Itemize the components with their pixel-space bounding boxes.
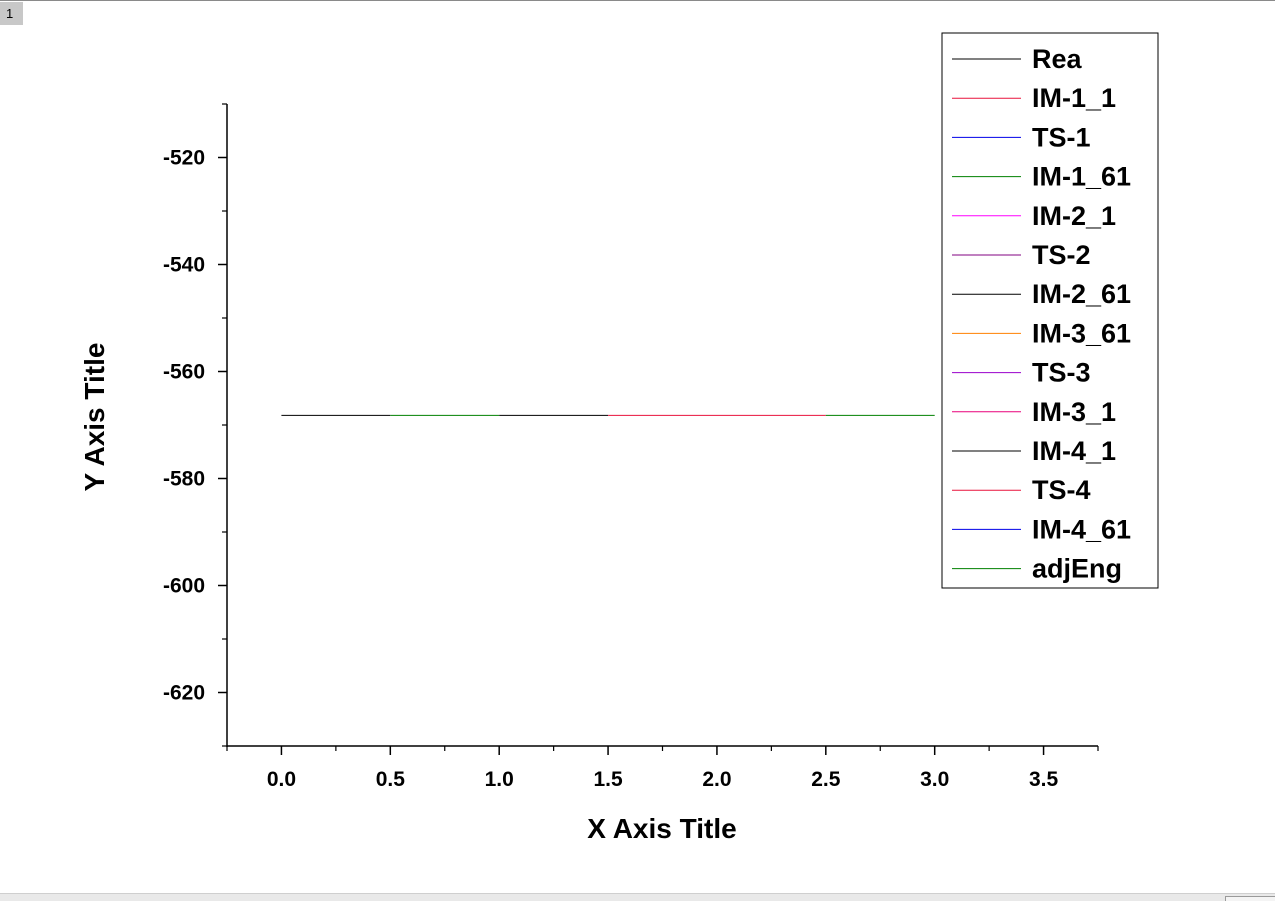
x-tick-label: 0.0 bbox=[267, 768, 296, 791]
top-border bbox=[0, 0, 1275, 1]
y-axis-title: Y Axis Title bbox=[79, 343, 110, 492]
legend-label: Rea bbox=[1032, 44, 1083, 74]
legend-label: IM-4_1 bbox=[1032, 436, 1116, 466]
legend-label: IM-1_61 bbox=[1032, 162, 1131, 192]
legend-label: TS-3 bbox=[1032, 358, 1091, 388]
status-bar bbox=[0, 893, 1275, 901]
legend-label: IM-2_61 bbox=[1032, 279, 1131, 309]
legend-label: IM-2_1 bbox=[1032, 201, 1116, 231]
tick-labels: -520 -540 -560 -580 -600 -620 0.0 0.5 1.0 1.5 2.0 2… bbox=[163, 147, 1059, 792]
x-tick-label: 3.5 bbox=[1029, 768, 1059, 791]
x-tick-label: 0.5 bbox=[376, 768, 406, 791]
page-tab[interactable]: 1 bbox=[0, 2, 23, 25]
legend-label: IM-1_1 bbox=[1032, 83, 1116, 113]
legend-label: IM-4_61 bbox=[1032, 514, 1131, 544]
x-tick-label: 3.0 bbox=[920, 768, 949, 791]
y-tick-label: -620 bbox=[163, 682, 205, 705]
legend-label: TS-4 bbox=[1032, 475, 1091, 505]
x-tick-label: 1.5 bbox=[593, 768, 623, 791]
y-tick-label: -600 bbox=[163, 575, 205, 598]
legend: Rea IM-1_1 TS-1 IM-1_61 IM-2_1 TS-2 IM-2_61 IM-… bbox=[941, 32, 1159, 589]
x-tick-label: 1.0 bbox=[485, 768, 514, 791]
x-axis-title: X Axis Title bbox=[587, 813, 736, 844]
axes bbox=[218, 103, 1099, 755]
legend-label: IM-3_1 bbox=[1032, 397, 1116, 427]
legend-box bbox=[941, 32, 1159, 589]
x-tick-label: 2.5 bbox=[811, 768, 841, 791]
legend-label: TS-1 bbox=[1032, 122, 1091, 152]
y-tick-label: -540 bbox=[163, 254, 205, 277]
y-tick-label: -560 bbox=[163, 361, 205, 384]
legend-label: IM-3_61 bbox=[1032, 318, 1131, 348]
legend-label: adjEng bbox=[1032, 554, 1122, 584]
legend-label: TS-2 bbox=[1032, 240, 1091, 270]
x-tick-label: 2.0 bbox=[702, 768, 731, 791]
y-tick-label: -580 bbox=[163, 468, 205, 491]
resize-corner[interactable] bbox=[1225, 896, 1275, 901]
y-tick-label: -520 bbox=[163, 147, 205, 170]
